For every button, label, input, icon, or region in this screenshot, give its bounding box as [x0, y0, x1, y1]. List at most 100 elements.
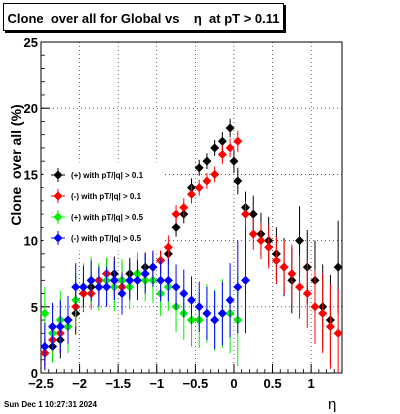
y-tick-label: 0 — [31, 366, 38, 381]
data-point — [325, 322, 335, 332]
data-point — [194, 163, 204, 173]
legend-label: (-) with pT/|q| > 0.1 — [71, 192, 142, 201]
data-point — [187, 295, 196, 305]
data-point — [71, 282, 81, 292]
data-point — [148, 262, 158, 272]
data-point — [271, 255, 281, 265]
x-tick-label: −2.5 — [28, 376, 54, 391]
data-point — [48, 322, 58, 332]
data-point — [156, 275, 166, 285]
y-tick-label: 20 — [24, 101, 38, 116]
data-point — [217, 150, 227, 160]
data-point — [264, 242, 274, 252]
data-point — [233, 136, 243, 146]
legend-marker — [53, 212, 63, 222]
data-point — [202, 176, 212, 186]
title-box: Clone over all for Global vs η at pT > 0… — [3, 3, 284, 31]
data-point — [333, 328, 343, 338]
data-point — [132, 275, 142, 285]
data-point — [210, 169, 220, 179]
legend-label: (-) with pT/|q| > 0.5 — [71, 234, 142, 243]
data-point — [295, 282, 305, 292]
y-tick-label: 10 — [24, 234, 38, 249]
data-point — [179, 289, 189, 299]
x-axis-label: η — [328, 396, 337, 413]
data-point — [171, 209, 181, 219]
data-point — [140, 269, 150, 279]
data-point — [217, 308, 227, 318]
y-tick-label: 5 — [31, 300, 38, 315]
data-point — [256, 236, 266, 246]
legend: (+) with pT/|q| > 0.1 (-) with pT/|q| > 0… — [43, 162, 163, 251]
data-point — [94, 282, 104, 292]
data-point — [210, 143, 220, 153]
x-tick-label: 0.5 — [263, 376, 281, 391]
data-point — [78, 282, 88, 292]
data-point — [187, 189, 196, 199]
data-point — [163, 242, 173, 252]
data-point — [310, 302, 320, 312]
x-tick-label: −2 — [72, 376, 87, 391]
legend-marker — [53, 191, 63, 201]
plot-frame — [40, 41, 343, 374]
data-point — [171, 282, 181, 292]
data-point — [233, 176, 243, 186]
series-3 — [40, 252, 243, 367]
data-point — [202, 156, 212, 166]
legend-item: (+) with pT/|q| > 0.5 — [51, 210, 144, 224]
chart-title: Clone over all for Global vs η at pT > 0… — [7, 11, 280, 26]
data-point — [225, 295, 235, 305]
x-tick-label: −1 — [149, 376, 164, 391]
legend-label: (+) with pT/|q| > 0.5 — [71, 213, 144, 222]
data-point — [318, 308, 328, 318]
data-point — [279, 262, 289, 272]
data-point — [333, 262, 343, 272]
data-point — [287, 269, 297, 279]
data-point — [86, 275, 96, 285]
data-point — [179, 203, 189, 212]
data-point — [248, 229, 258, 239]
series-layer — [40, 118, 343, 373]
legend-item: (-) with pT/|q| > 0.5 — [51, 231, 142, 245]
data-point — [233, 282, 243, 292]
data-point — [117, 289, 127, 299]
data-point — [194, 183, 204, 193]
data-point — [171, 222, 181, 232]
data-point — [40, 308, 50, 318]
data-point — [163, 275, 173, 285]
data-point — [248, 209, 258, 219]
data-point — [302, 289, 312, 299]
legend-marker — [53, 170, 63, 180]
data-point — [40, 342, 50, 352]
data-point — [241, 209, 251, 219]
y-axis-label: Clone over all (%) — [8, 104, 24, 226]
series-4 — [40, 227, 251, 371]
footer-timestamp: Sun Dec 1 10:27:31 2024 — [4, 400, 97, 409]
legend-label: (+) with pT/|q| > 0.1 — [71, 171, 144, 180]
data-point — [125, 275, 135, 285]
data-point — [102, 282, 112, 292]
y-tick-label: 25 — [24, 35, 38, 50]
legend-item: (+) with pT/|q| > 0.1 — [51, 168, 144, 182]
legend-marker — [53, 233, 63, 243]
data-point — [229, 156, 239, 166]
data-point — [63, 315, 73, 325]
data-point — [55, 322, 65, 332]
x-tick-label: 0 — [230, 376, 237, 391]
data-point — [241, 275, 251, 285]
data-point — [194, 302, 204, 312]
data-point — [202, 308, 212, 318]
x-tick-label: 1 — [308, 376, 315, 391]
data-point — [225, 143, 235, 153]
data-point — [210, 315, 220, 325]
data-point — [217, 136, 227, 146]
x-tick-label: −1.5 — [105, 376, 131, 391]
data-point — [295, 236, 305, 246]
x-tick-label: −0.5 — [183, 376, 209, 391]
legend-box — [43, 162, 163, 251]
legend-item: (-) with pT/|q| > 0.1 — [51, 189, 142, 203]
y-tick-label: 15 — [24, 167, 38, 182]
data-point — [225, 123, 235, 133]
